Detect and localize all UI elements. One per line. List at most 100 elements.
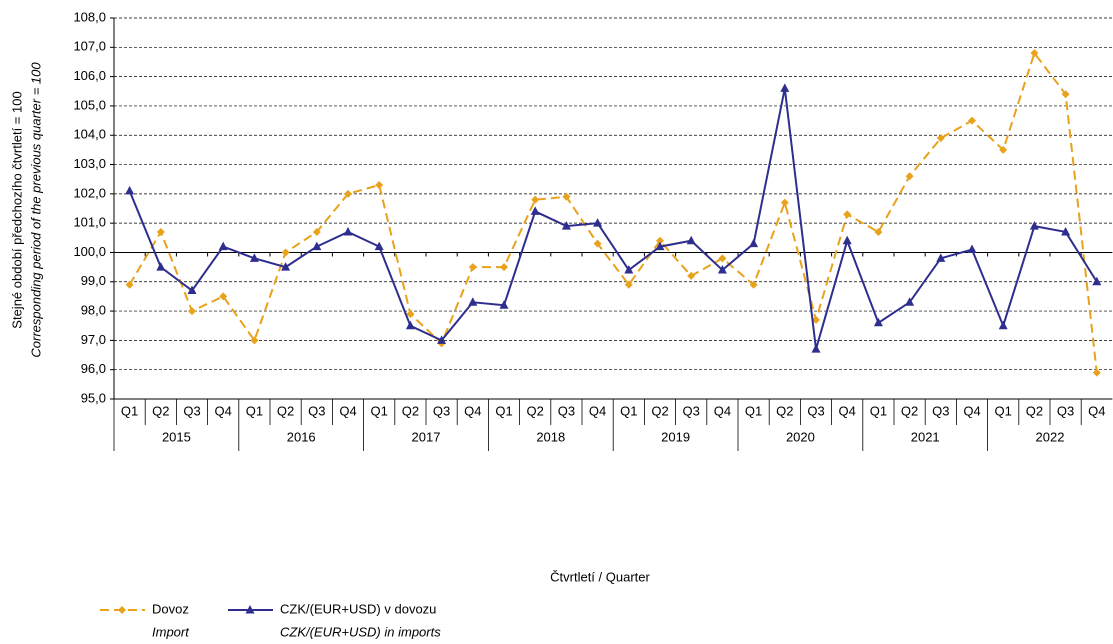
data-point xyxy=(999,145,1008,154)
data-point xyxy=(562,192,571,201)
data-point xyxy=(312,241,322,251)
data-point xyxy=(936,134,945,143)
data-point xyxy=(780,198,789,207)
y-tick-label: 96,0 xyxy=(81,361,106,376)
x-tick-label: Q4 xyxy=(714,403,731,418)
x-tick-label: Q3 xyxy=(1057,403,1074,418)
x-tick-label: Q1 xyxy=(246,403,263,418)
x-tick-label: Q4 xyxy=(963,403,980,418)
data-point xyxy=(561,221,571,230)
x-tick-label: Q3 xyxy=(433,403,450,418)
x-tick-label: Q2 xyxy=(527,403,544,418)
data-point xyxy=(125,185,135,195)
data-point xyxy=(187,285,197,295)
data-point xyxy=(1030,49,1039,58)
x-tick-label: Q2 xyxy=(152,403,169,418)
data-point xyxy=(686,235,696,245)
data-point xyxy=(500,263,508,272)
data-point xyxy=(811,344,821,353)
y-tick-label: 103,0 xyxy=(73,156,106,171)
year-label: 2016 xyxy=(287,429,316,444)
data-point xyxy=(874,227,883,236)
legend-label: Dovoz xyxy=(152,601,189,616)
data-point xyxy=(530,206,540,215)
x-tick-label: Q4 xyxy=(839,403,856,418)
y-tick-label: 100,0 xyxy=(73,244,106,259)
data-point xyxy=(188,307,196,316)
data-point xyxy=(624,265,634,274)
data-point xyxy=(1092,368,1101,377)
x-tick-label: Q4 xyxy=(1088,403,1105,418)
legend-marker xyxy=(245,605,255,614)
x-tick-label: Q2 xyxy=(651,403,668,418)
x-tick-label: Q1 xyxy=(995,403,1012,418)
data-point xyxy=(1061,226,1071,236)
data-point xyxy=(749,238,759,248)
year-label: 2017 xyxy=(412,429,441,444)
data-point xyxy=(250,336,259,345)
y-tick-label: 101,0 xyxy=(73,215,106,230)
data-point xyxy=(375,181,384,190)
data-point xyxy=(312,227,321,236)
data-point xyxy=(842,235,852,245)
x-tick-label: Q2 xyxy=(277,403,294,418)
data-point xyxy=(624,280,633,289)
legend-marker xyxy=(118,606,126,614)
data-point xyxy=(780,83,790,92)
x-tick-label: Q1 xyxy=(620,403,637,418)
data-point xyxy=(1092,276,1102,286)
legend-label: CZK/(EUR+USD) v dovozu xyxy=(280,601,436,616)
data-point xyxy=(843,210,852,219)
data-point xyxy=(1061,90,1070,99)
x-axis-title: Čtvrtletí / Quarter xyxy=(550,569,650,584)
series-line xyxy=(128,51,1098,373)
year-label: 2019 xyxy=(661,429,690,444)
year-label: 2018 xyxy=(536,429,565,444)
data-point xyxy=(718,254,727,263)
x-tick-label: Q3 xyxy=(183,403,200,418)
y-tick-label: 95,0 xyxy=(81,390,106,405)
data-point xyxy=(873,317,883,327)
year-label: 2022 xyxy=(1036,429,1065,444)
data-point xyxy=(156,227,165,236)
data-point xyxy=(1029,221,1039,230)
data-point xyxy=(281,248,290,257)
x-tick-label: Q1 xyxy=(495,403,512,418)
y-tick-label: 98,0 xyxy=(81,303,106,318)
data-point xyxy=(905,297,915,306)
data-point xyxy=(531,195,540,204)
x-tick-label: Q3 xyxy=(308,403,325,418)
data-point xyxy=(468,263,477,272)
x-tick-label: Q4 xyxy=(589,403,606,418)
data-point xyxy=(405,320,415,330)
legend-label-en: CZK/(EUR+USD) in imports xyxy=(280,624,441,639)
data-point xyxy=(125,280,134,289)
data-point xyxy=(374,241,384,251)
data-point xyxy=(998,320,1008,330)
data-point xyxy=(219,292,228,301)
data-point xyxy=(967,244,977,254)
year-label: 2021 xyxy=(911,429,940,444)
legend-label-en: Import xyxy=(152,624,190,639)
x-tick-label: Q3 xyxy=(683,403,700,418)
x-tick-label: Q1 xyxy=(371,403,388,418)
data-point xyxy=(749,280,758,289)
data-point xyxy=(812,315,820,324)
y-tick-label: 105,0 xyxy=(73,97,106,112)
y-axis-title-en: Corresponding period of the previous qua… xyxy=(28,62,43,358)
data-point xyxy=(218,241,228,251)
x-tick-label: Q3 xyxy=(558,403,575,418)
x-tick-label: Q4 xyxy=(464,403,481,418)
series-line xyxy=(128,88,1098,350)
y-tick-label: 108,0 xyxy=(73,9,106,24)
data-point xyxy=(936,253,946,262)
data-point xyxy=(968,116,976,125)
x-tick-label: Q4 xyxy=(215,403,232,418)
data-point xyxy=(717,265,727,274)
x-tick-label: Q1 xyxy=(870,403,887,418)
y-tick-label: 106,0 xyxy=(73,68,106,83)
x-tick-label: Q2 xyxy=(402,403,419,418)
data-point xyxy=(249,253,259,262)
data-point xyxy=(499,300,509,309)
